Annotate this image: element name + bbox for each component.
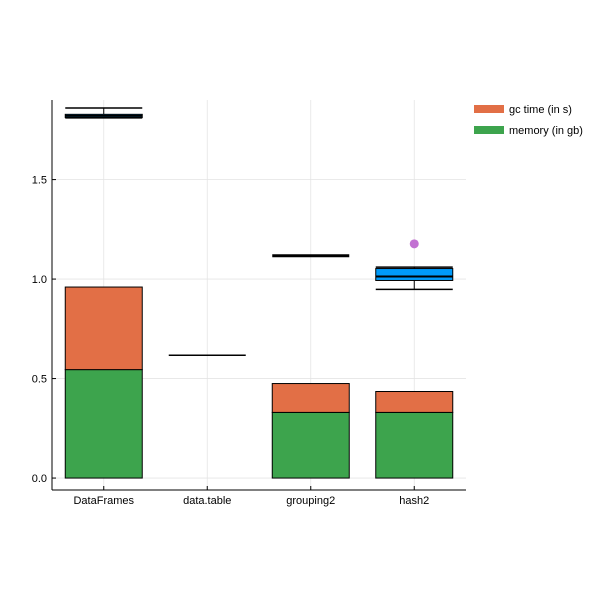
bar-memory-hash2	[375, 411, 454, 479]
y-tick-label: 1.5	[32, 175, 47, 187]
bar-memory-grouping2	[271, 411, 350, 479]
legend-label-gc-time--in-s-: gc time (in s)	[509, 104, 572, 116]
y-tick-label: 0.0	[32, 473, 47, 485]
bar-gc-time-grouping2	[271, 383, 350, 413]
bar-memory-dataframes	[64, 369, 143, 479]
y-tick-label: 1.0	[32, 274, 47, 286]
x-tick-label: grouping2	[286, 495, 335, 507]
bar-gc-time-dataframes	[64, 286, 143, 371]
box-outlier-hash2	[409, 239, 419, 249]
bar-gc-time-hash2	[375, 391, 454, 413]
x-tick-label: hash2	[399, 495, 429, 507]
legend-swatch-memory--in-gb-	[474, 126, 504, 134]
x-tick-label: DataFrames	[73, 495, 134, 507]
legend-swatch-gc-time--in-s-	[474, 105, 504, 113]
box-hash2	[375, 268, 454, 281]
axes: 0.0 0.5 1.0 1.5 DataFrames data.table grouping…	[32, 100, 466, 507]
legend-label-memory--in-gb-: memory (in gb)	[509, 125, 583, 137]
legend: gc time (in s) memory (in gb)	[474, 104, 583, 137]
x-tick-label: data.table	[183, 495, 231, 507]
bar-series	[64, 286, 454, 479]
boxplot-overlay	[64, 107, 454, 357]
y-tick-label: 0.5	[32, 374, 47, 386]
